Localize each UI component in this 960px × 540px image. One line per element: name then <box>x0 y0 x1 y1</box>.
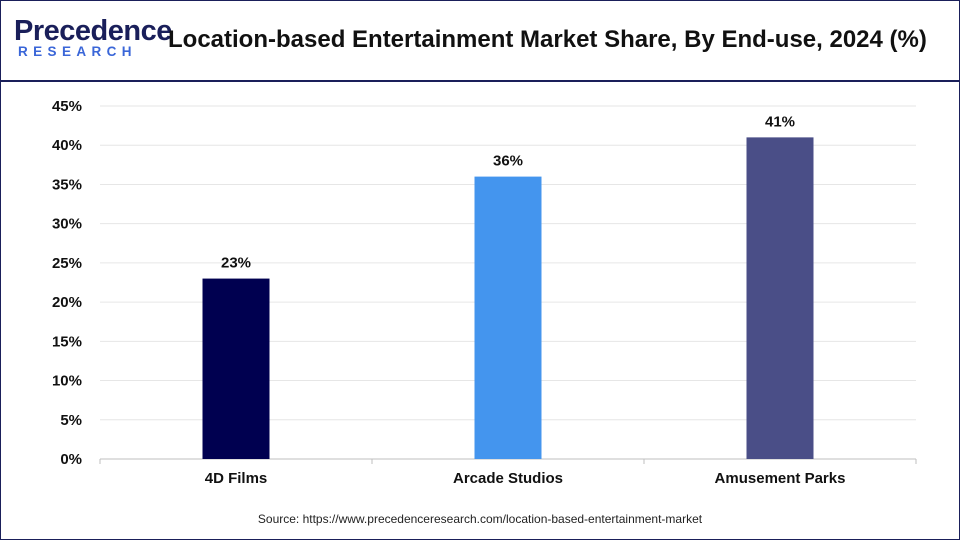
bar-value-label: 36% <box>493 153 523 170</box>
bar-value-label: 23% <box>221 255 251 272</box>
bar-value-label: 41% <box>765 113 795 130</box>
x-category-label: Amusement Parks <box>715 470 846 487</box>
header: Precedence RESEARCH Location-based Enter… <box>0 0 960 82</box>
source-note: Source: https://www.precedenceresearch.c… <box>257 512 703 526</box>
y-tick-label: 30% <box>52 216 82 233</box>
y-tick-label: 0% <box>60 451 82 468</box>
y-tick-label: 20% <box>52 294 82 311</box>
bar-chart: 0% 5% 10% 15% 20% 25% 30% 35% 40% 45% 23% 4D Films 3… <box>52 98 917 487</box>
y-tick-label: 5% <box>60 412 82 429</box>
y-tick-label: 45% <box>52 98 82 115</box>
y-tick-label: 10% <box>52 373 82 390</box>
logo-subtitle: RESEARCH <box>18 44 137 59</box>
y-tick-label: 40% <box>52 137 82 154</box>
brand-logo: Precedence RESEARCH <box>14 16 172 62</box>
x-category-label: 4D Films <box>205 470 268 487</box>
y-tick-label: 35% <box>52 176 82 193</box>
y-tick-label: 25% <box>52 255 82 272</box>
bar <box>746 137 814 459</box>
x-category-label: Arcade Studios <box>453 470 563 487</box>
y-tick-label: 15% <box>52 333 82 350</box>
logo-wordmark: Precedence <box>14 15 172 47</box>
bar <box>474 176 542 459</box>
bar <box>202 278 270 459</box>
chart-title: Location-based Entertainment Market Shar… <box>168 26 927 53</box>
